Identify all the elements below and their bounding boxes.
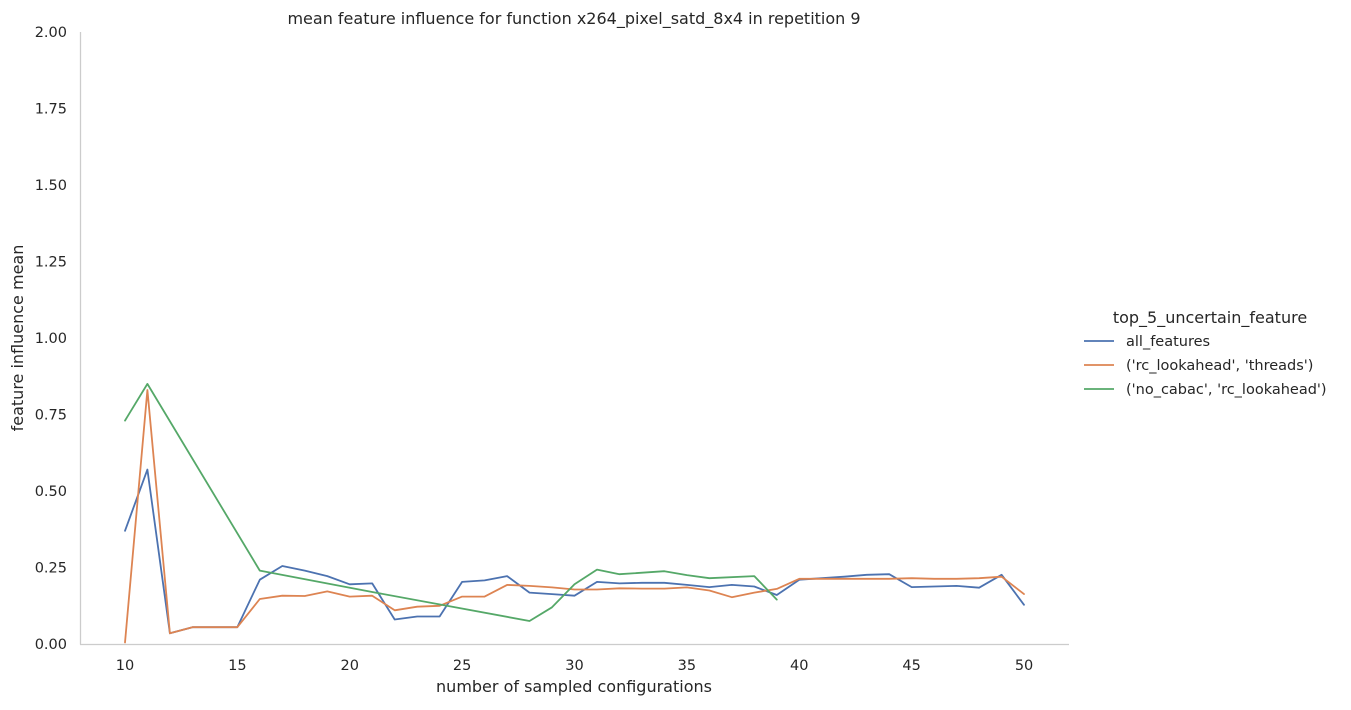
y-tick-label: 1.50: [35, 178, 67, 194]
x-tick-label: 45: [902, 658, 920, 674]
chart-title: mean feature influence for function x264…: [287, 9, 860, 29]
x-tick-label: 10: [116, 658, 134, 674]
x-tick-label: 35: [678, 658, 696, 674]
series-line-2: [124, 382, 778, 622]
series-line-0: [124, 468, 1025, 635]
legend: top_5_uncertain_feature all_features ('rc…: [1084, 308, 1327, 398]
y-tick-label: 1.25: [35, 255, 67, 271]
y-axis-ticks: 0.00 0.25 0.50 0.75 1.00 1.25 1.50 1.75 2.00: [35, 25, 67, 653]
legend-items: all_features ('rc_lookahead', 'threads') (…: [1084, 334, 1327, 398]
legend-entry-label: all_features: [1126, 334, 1210, 350]
x-tick-label: 30: [565, 658, 583, 674]
x-axis-title: number of sampled configurations: [436, 677, 712, 696]
x-axis-ticks: 10 15 20 25 30 35 40 45 50: [116, 658, 1034, 674]
legend-title: top_5_uncertain_feature: [1113, 308, 1307, 328]
x-tick-label: 20: [341, 658, 359, 674]
y-tick-label: 1.75: [35, 102, 67, 118]
y-tick-label: 0.25: [35, 561, 67, 577]
y-tick-label: 2.00: [35, 25, 67, 41]
y-tick-label: 0.00: [35, 637, 67, 653]
x-tick-label: 15: [228, 658, 246, 674]
y-tick-label: 0.50: [35, 484, 67, 500]
y-tick-label: 0.75: [35, 408, 67, 424]
y-tick-label: 1.00: [35, 331, 67, 347]
x-tick-label: 40: [790, 658, 808, 674]
plot-area: [124, 382, 1025, 644]
legend-entry-label: ('no_cabac', 'rc_lookahead'): [1126, 382, 1327, 398]
x-tick-label: 50: [1015, 658, 1033, 674]
series-line-1: [124, 389, 1025, 644]
y-axis-title: feature influence mean: [8, 245, 27, 432]
x-tick-label: 25: [453, 658, 471, 674]
legend-entry-label: ('rc_lookahead', 'threads'): [1126, 358, 1313, 374]
